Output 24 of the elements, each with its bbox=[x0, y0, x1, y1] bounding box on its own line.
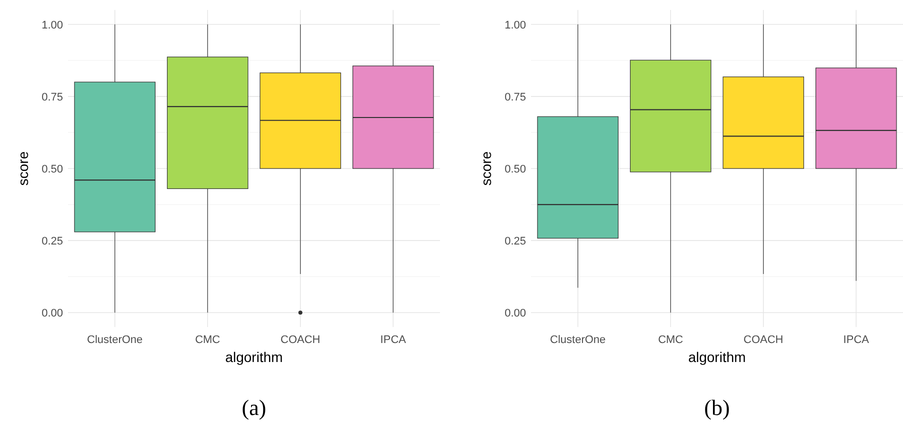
y-axis-title: score bbox=[478, 151, 494, 186]
x-tick-label: CMC bbox=[658, 334, 684, 346]
x-tick-label: ClusterOne bbox=[550, 334, 606, 346]
x-axis-title: algorithm bbox=[225, 349, 283, 365]
x-tick-label: IPCA bbox=[843, 334, 870, 346]
y-tick-label: 0.25 bbox=[504, 235, 526, 248]
y-tick-label: 0.25 bbox=[42, 235, 63, 248]
x-axis-title: algorithm bbox=[688, 349, 746, 365]
x-tick-label: COACH bbox=[280, 334, 320, 346]
y-tick-label: 0.00 bbox=[42, 307, 63, 320]
y-tick-label: 0.50 bbox=[42, 163, 63, 176]
x-tick-label: COACH bbox=[744, 334, 784, 346]
y-tick-label: 0.50 bbox=[504, 163, 526, 176]
y-tick-label: 0.75 bbox=[504, 91, 526, 104]
x-tick-label: IPCA bbox=[380, 334, 407, 346]
y-tick-label: 1.00 bbox=[504, 19, 526, 32]
x-tick-label: CMC bbox=[195, 334, 220, 346]
y-tick-label: 0.75 bbox=[42, 91, 63, 104]
y-axis-title: score bbox=[15, 151, 31, 186]
y-tick-label: 0.00 bbox=[504, 307, 526, 320]
y-tick-label: 1.00 bbox=[42, 19, 63, 32]
x-tick-label: ClusterOne bbox=[87, 334, 143, 346]
text: (a) bbox=[242, 395, 266, 420]
text: (b) bbox=[704, 395, 730, 420]
